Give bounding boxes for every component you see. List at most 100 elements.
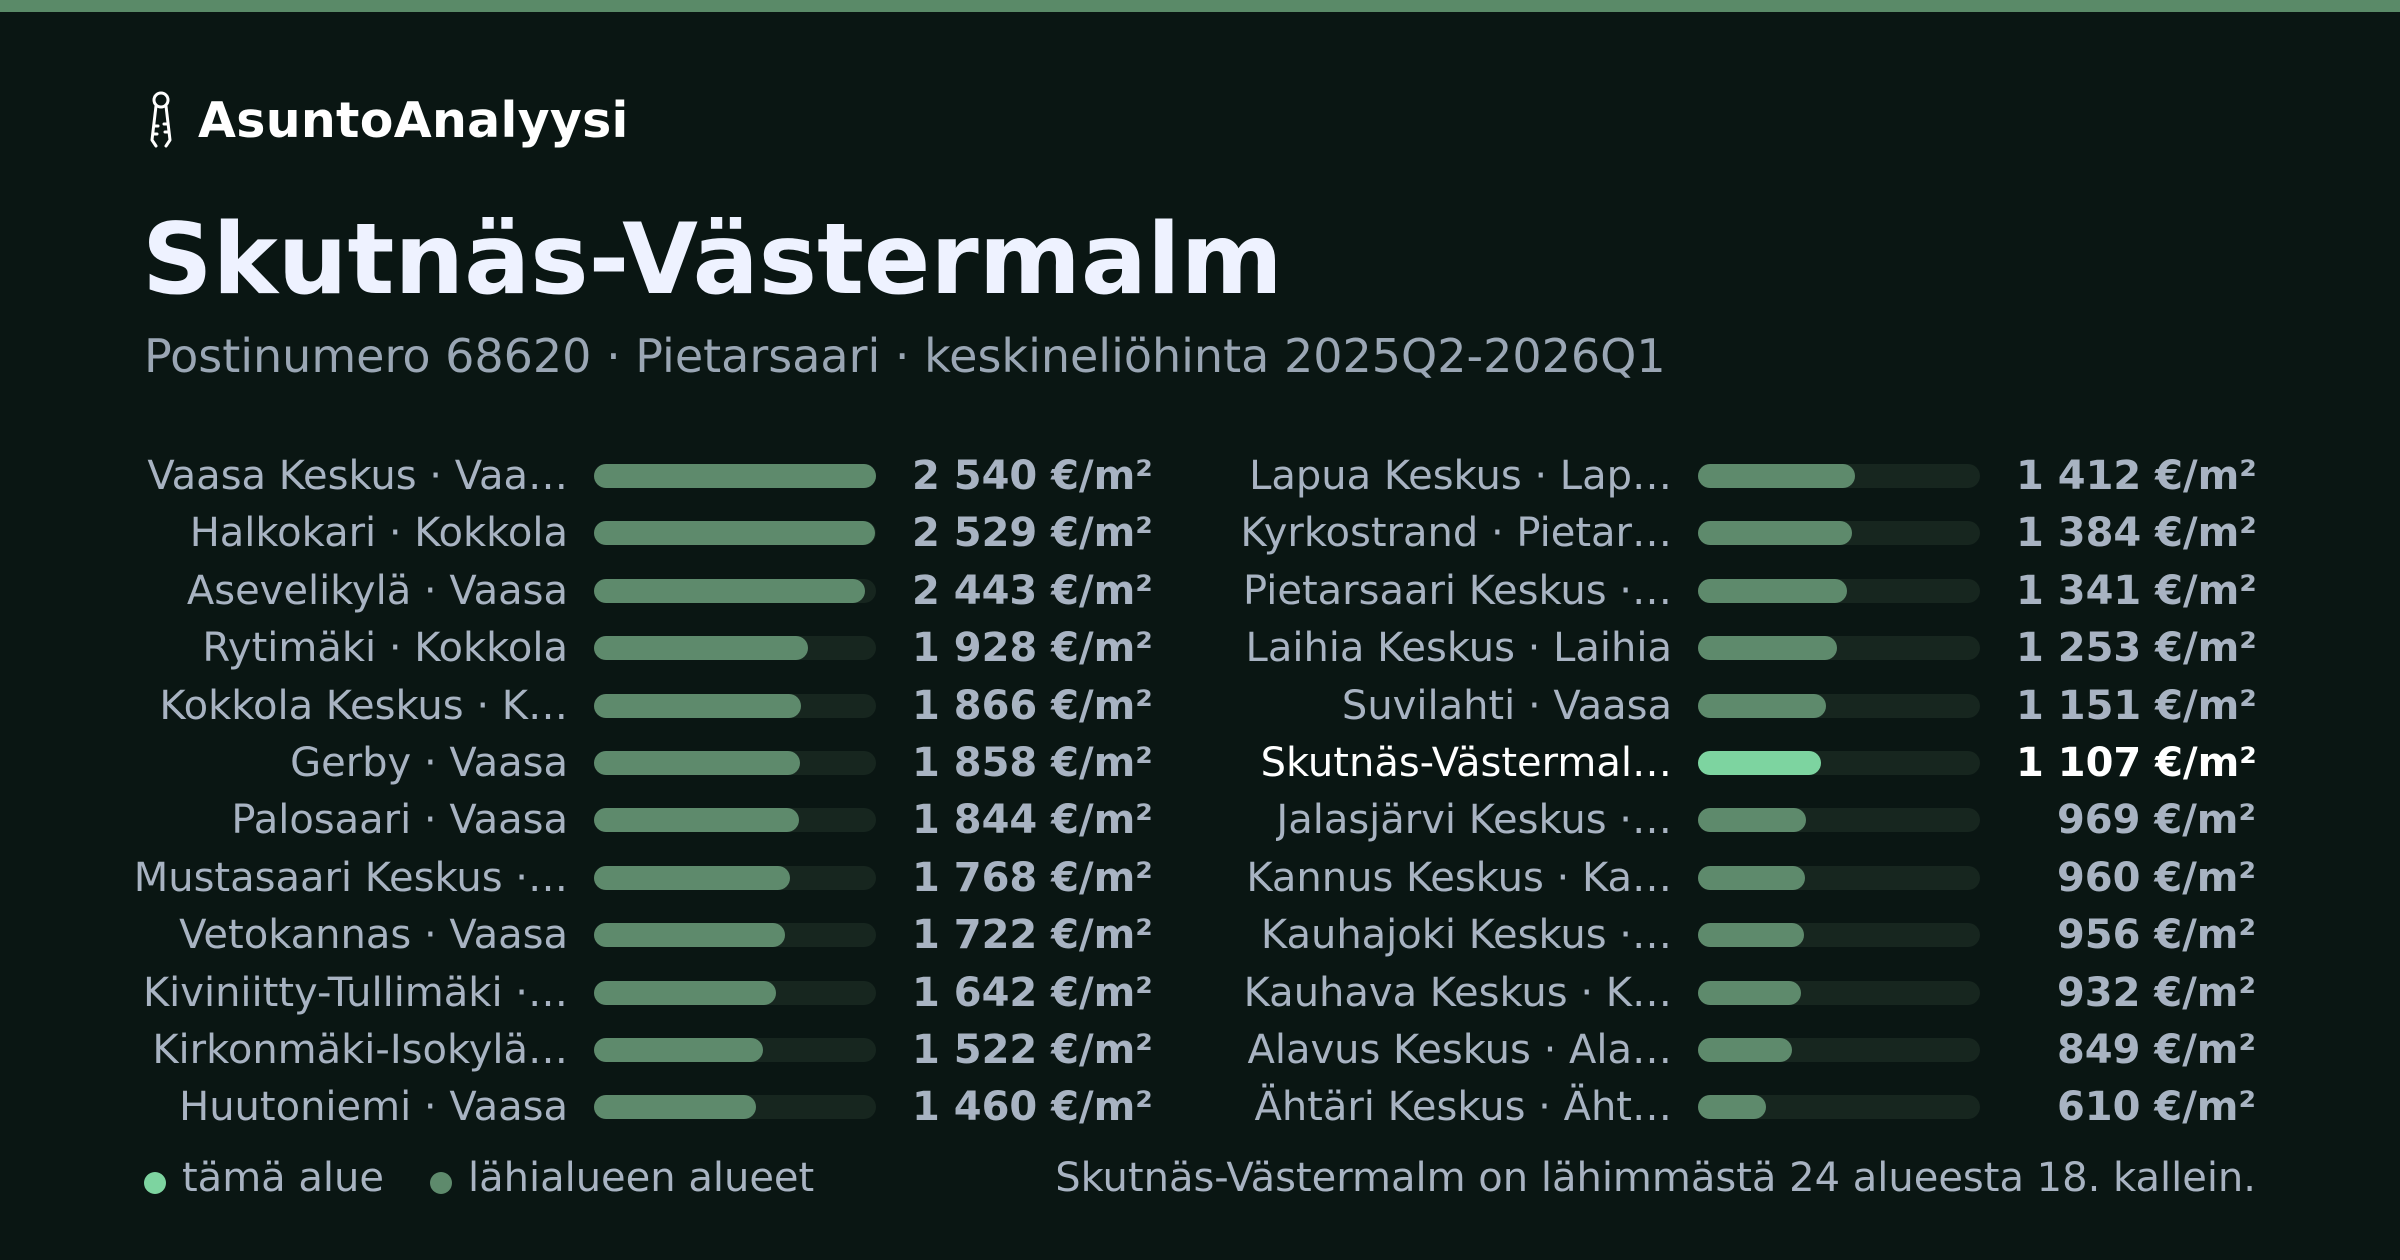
bar-label: Suvilahti · Vaasa	[1341, 683, 1672, 729]
bar-row: Kirkonmäki-Isokylä… 1 522 €/m²	[0, 1022, 2400, 1078]
bar-label: Skutnäs-Västermal…	[1260, 740, 1672, 786]
keys-icon	[150, 91, 172, 148]
bar-label: Kauhajoki Keskus ·…	[1260, 912, 1672, 958]
bar-row-current: Skutnäs-Västermal… 1 107 €/m²	[0, 735, 2400, 791]
bar-value: 1 341 €/m²	[2016, 568, 2257, 614]
bar-track	[1698, 694, 1980, 718]
bar-fill	[1698, 636, 1837, 660]
bar-track	[1698, 1038, 1980, 1062]
bar-fill	[594, 579, 865, 603]
bar-row: Vetokannas · Vaasa 1 722 €/m²	[0, 907, 2400, 963]
bar-value: 2 443 €/m²	[912, 568, 1153, 614]
bar-value: 1 642 €/m²	[912, 970, 1153, 1016]
bar-fill	[1698, 464, 1855, 488]
bar-row: Asevelikylä · Vaasa 2 443 €/m²	[0, 563, 2400, 619]
bar-fill	[594, 694, 801, 718]
bar-label: Lapua Keskus · Lap…	[1249, 453, 1672, 499]
legend-dot-current	[144, 1172, 166, 1194]
bar-value: 610 €/m²	[2056, 1084, 2256, 1130]
bar-row: Mustasaari Keskus ·… 1 768 €/m²	[0, 850, 2400, 906]
bar-track	[594, 579, 876, 603]
bar-value: 1 522 €/m²	[912, 1027, 1153, 1073]
bar-value: 960 €/m²	[2056, 855, 2256, 901]
legend-label-current: tämä alue	[182, 1155, 384, 1201]
bar-value: 956 €/m²	[2056, 912, 2256, 958]
bar-track	[1698, 866, 1980, 890]
bar-track	[594, 808, 876, 832]
bar-row: Gerby · Vaasa 1 858 €/m²	[0, 735, 2400, 791]
bar-value: 1 107 €/m²	[2016, 740, 2257, 786]
bar-row: Palosaari · Vaasa 1 844 €/m²	[0, 792, 2400, 848]
bar-row: Kyrkostrand · Pietar… 1 384 €/m²	[0, 505, 2400, 561]
bar-fill	[1698, 579, 1847, 603]
bar-fill	[1698, 1038, 1792, 1062]
bar-track	[1698, 751, 1980, 775]
bar-track	[1698, 981, 1980, 1005]
bar-value: 2 540 €/m²	[912, 453, 1153, 499]
bar-track	[594, 636, 876, 660]
bar-row: Halkokari · Kokkola 2 529 €/m²	[0, 505, 2400, 561]
bar-row: Kokkola Keskus · K… 1 866 €/m²	[0, 678, 2400, 734]
bar-fill	[1698, 808, 1806, 832]
bar-value: 2 529 €/m²	[912, 510, 1153, 556]
bar-value: 1 412 €/m²	[2016, 453, 2257, 499]
bar-track	[594, 751, 876, 775]
bar-row: Jalasjärvi Keskus ·… 969 €/m²	[0, 792, 2400, 848]
bar-row: Lapua Keskus · Lap… 1 412 €/m²	[0, 448, 2400, 504]
bar-row: Kannus Keskus · Ka… 960 €/m²	[0, 850, 2400, 906]
bar-label: Kyrkostrand · Pietar…	[1240, 510, 1672, 556]
bar-fill	[1698, 981, 1801, 1005]
bar-row: Pietarsaari Keskus ·… 1 341 €/m²	[0, 563, 2400, 619]
bar-value: 1 460 €/m²	[912, 1084, 1153, 1130]
bar-track	[1698, 521, 1980, 545]
bar-track	[594, 923, 876, 947]
bar-fill	[1698, 751, 1821, 775]
bar-value: 1 384 €/m²	[2016, 510, 2257, 556]
bar-fill	[1698, 866, 1805, 890]
bar-fill	[594, 751, 800, 775]
bar-value: 1 722 €/m²	[912, 912, 1153, 958]
bar-fill	[1698, 923, 1804, 947]
bar-fill	[594, 521, 875, 545]
bar-value: 1 928 €/m²	[912, 625, 1153, 671]
bar-value: 1 253 €/m²	[2016, 625, 2257, 671]
bar-fill	[594, 923, 785, 947]
bar-row: Ähtäri Keskus · Äht… 610 €/m²	[0, 1079, 2400, 1135]
page-title: Skutnäs-Västermalm	[142, 203, 1283, 317]
bar-track	[594, 521, 876, 545]
bar-fill	[594, 981, 776, 1005]
bar-label: Kannus Keskus · Ka…	[1246, 855, 1672, 901]
bar-track	[594, 866, 876, 890]
bar-track	[594, 464, 876, 488]
legend-dot-neighbors	[429, 1172, 452, 1194]
brand: AsuntoAnalyysi	[144, 90, 629, 150]
legend-item-neighbors: lähialueen alueet	[429, 1155, 814, 1201]
bar-fill	[594, 866, 790, 890]
bar-value: 1 858 €/m²	[912, 740, 1153, 786]
bar-fill	[1698, 694, 1826, 718]
bar-value: 1 866 €/m²	[912, 683, 1153, 729]
bar-track	[594, 694, 876, 718]
bar-track	[1698, 923, 1980, 947]
bar-label: Ähtäri Keskus · Äht…	[1254, 1084, 1672, 1130]
bar-label: Kauhava Keskus · K…	[1243, 970, 1672, 1016]
bar-value: 1 844 €/m²	[912, 797, 1153, 843]
bar-row: Suvilahti · Vaasa 1 151 €/m²	[0, 678, 2400, 734]
bar-track	[1698, 1095, 1980, 1119]
bar-label: Laihia Keskus · Laihia	[1245, 625, 1672, 671]
bar-fill	[1698, 521, 1852, 545]
bar-track	[1698, 464, 1980, 488]
bar-label: Pietarsaari Keskus ·…	[1243, 568, 1672, 614]
bar-track	[1698, 636, 1980, 660]
legend-item-current: tämä alue	[144, 1155, 384, 1201]
bar-fill	[594, 1095, 756, 1119]
bar-fill	[594, 808, 799, 832]
bar-row: Laihia Keskus · Laihia 1 253 €/m²	[0, 620, 2400, 676]
bar-value: 849 €/m²	[2056, 1027, 2256, 1073]
bar-value: 932 €/m²	[2056, 970, 2256, 1016]
page-subtitle: Postinumero 68620 · Pietarsaari · keskin…	[144, 329, 1666, 383]
bar-track	[1698, 579, 1980, 603]
legend: tämä alue lähialueen alueet	[144, 1150, 860, 1206]
bar-value: 1 151 €/m²	[2016, 683, 2257, 729]
bar-track	[594, 1095, 876, 1119]
